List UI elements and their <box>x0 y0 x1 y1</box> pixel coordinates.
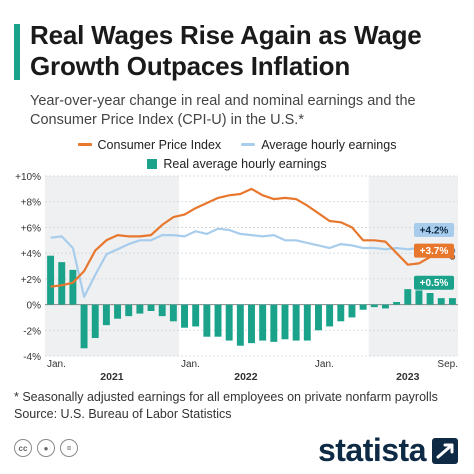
chart-title: Real Wages Rise Again as Wage Growth Out… <box>30 20 422 81</box>
year-label: 2022 <box>234 371 258 383</box>
real-earnings-bar <box>381 304 389 309</box>
real-earnings-bar <box>393 302 401 305</box>
y-tick-label: +4% <box>21 249 41 260</box>
real-earnings-bar <box>348 304 356 318</box>
year-label: 2021 <box>100 371 124 383</box>
real-earnings-bar <box>415 290 423 305</box>
brand-logo[interactable]: statista <box>318 432 458 469</box>
legend-label-cpi: Consumer Price Index <box>97 137 222 152</box>
year-band-0 <box>45 176 179 356</box>
real-earnings-bar <box>147 304 155 311</box>
real-earnings-bar <box>225 304 233 341</box>
chart-subtitle: Year-over-year change in real and nomina… <box>30 93 416 128</box>
real-earnings-bar <box>114 304 122 319</box>
real-earnings-bar <box>203 304 211 337</box>
real-earnings-bar <box>192 304 200 327</box>
legend-item-ahe: Average hourly earnings <box>241 138 396 152</box>
real-earnings-bar <box>448 298 456 305</box>
real-earnings-bar <box>47 255 55 305</box>
legend-swatch-ahe <box>241 143 256 146</box>
real-earnings-bar <box>359 304 367 310</box>
cc-icon[interactable]: cc <box>14 439 32 457</box>
equals-icon[interactable]: = <box>60 439 78 457</box>
year-label: 2023 <box>396 371 420 383</box>
cpi-line <box>50 187 453 288</box>
real-earnings-bar <box>259 304 267 341</box>
person-icon[interactable]: ● <box>37 439 55 457</box>
real-earnings-bar <box>370 304 378 308</box>
real-earnings-bar <box>125 304 133 317</box>
x-tick-label: Jan. <box>315 359 334 370</box>
real-earnings-bar <box>80 304 88 349</box>
legend-label-real: Real average hourly earnings <box>163 156 327 171</box>
source-text: Source: U.S. Bureau of Labor Statistics <box>14 407 232 421</box>
y-tick-label: +6% <box>21 223 41 234</box>
real-earnings-bar <box>270 304 278 342</box>
legend-swatch-real <box>147 158 158 169</box>
legend-swatch-cpi <box>77 143 92 146</box>
footnote-block: * Seasonally adjusted earnings for all e… <box>14 389 464 423</box>
real-earnings-bar <box>136 304 144 314</box>
license-icons: cc ● = <box>14 439 83 457</box>
y-tick-label: +8% <box>21 198 41 209</box>
legend-item-cpi: Consumer Price Index <box>77 137 222 152</box>
real-earnings-bar <box>158 304 166 317</box>
real-earnings-bar <box>169 304 177 322</box>
real-earnings-bar <box>102 304 110 326</box>
real-earnings-bar <box>248 304 255 344</box>
real-earnings-bar <box>292 304 300 341</box>
x-tick-label: Sep. <box>437 359 458 370</box>
y-tick-label: 0% <box>27 301 42 312</box>
end-value-label: +3.7% <box>420 246 449 257</box>
end-value-badge <box>414 243 454 258</box>
legend-item-real: Real average hourly earnings <box>147 156 327 171</box>
real-earnings-bar <box>326 304 334 327</box>
title-accent-bar <box>14 24 20 80</box>
brand-name: statista <box>317 432 427 468</box>
real-earnings-bar <box>437 298 445 305</box>
real-earnings-bar <box>236 304 244 346</box>
chart-plot: +10% +8% +6% +4% +2% 0% -2% -4% +4.2% +3.7% +0.5% J… <box>15 172 458 383</box>
legend-label-ahe: Average hourly earnings <box>261 137 397 152</box>
chart-legend: Consumer Price Index Average hourly earn… <box>0 135 474 173</box>
end-value-badge <box>414 275 454 290</box>
real-earnings-bar <box>58 262 66 305</box>
real-earnings-bar <box>281 304 289 340</box>
real-earnings-bar <box>404 289 412 305</box>
footnote-text: * Seasonally adjusted earnings for all e… <box>14 390 438 404</box>
real-earnings-bar <box>426 293 434 305</box>
end-value-label: +4.2% <box>420 226 449 237</box>
y-tick-label: +2% <box>21 275 41 286</box>
end-value-badge <box>414 223 454 237</box>
y-tick-label: +10% <box>15 172 41 183</box>
real-earnings-bar <box>214 304 222 337</box>
x-tick-label: Jan. <box>181 359 200 370</box>
x-tick-label: Jan. <box>47 359 66 370</box>
statista-mark-icon <box>432 437 458 464</box>
year-band-1 <box>368 176 458 356</box>
real-earnings-bar <box>337 304 345 322</box>
y-tick-label: -4% <box>23 352 41 363</box>
real-earnings-bar <box>315 304 322 331</box>
real-earnings-bar <box>181 304 188 328</box>
end-value-label: +0.5% <box>420 278 449 289</box>
ahe-line <box>50 227 453 298</box>
real-earnings-bar <box>91 304 99 338</box>
real-earnings-bar <box>69 269 77 305</box>
real-earnings-bar <box>303 304 311 341</box>
y-tick-label: -2% <box>23 326 41 337</box>
bottom-bar: cc ● = statista <box>0 428 474 474</box>
